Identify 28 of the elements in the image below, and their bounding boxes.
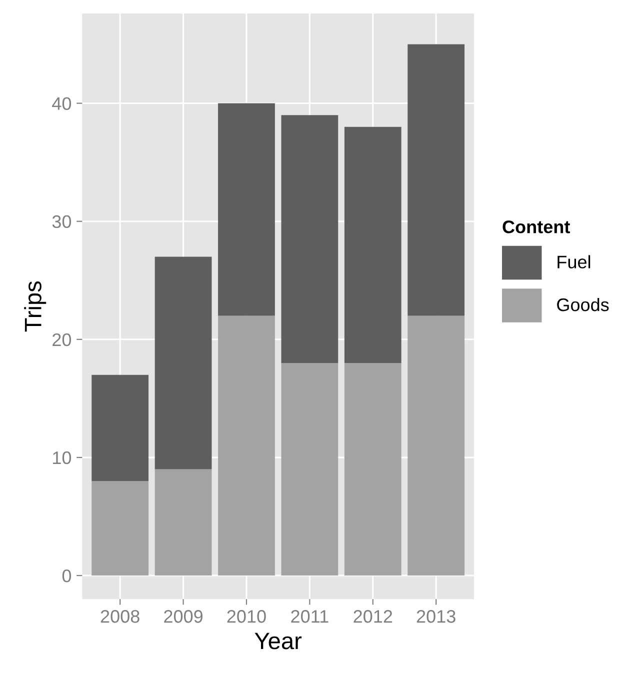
- bar: [92, 481, 149, 576]
- y-tick-label: 20: [52, 333, 72, 346]
- y-tick-label: 30: [52, 215, 72, 228]
- y-axis-title: Trips: [24, 281, 46, 332]
- bar: [218, 316, 275, 576]
- x-tick-label: 2013: [416, 610, 456, 623]
- x-tick-label: 2011: [291, 610, 328, 623]
- legend-label: Goods: [557, 298, 609, 312]
- x-tick-label: 2010: [227, 610, 266, 623]
- bar: [408, 44, 465, 316]
- bar: [344, 126, 402, 364]
- y-tick-label: 0: [62, 569, 72, 582]
- legend-title: Content: [502, 220, 570, 234]
- x-tick-label: 2008: [100, 610, 140, 623]
- bar: [92, 374, 149, 482]
- y-tick-label: 40: [52, 97, 72, 110]
- x-tick-label: 2009: [164, 610, 203, 623]
- bar: [408, 316, 465, 576]
- legend-label: Fuel: [558, 255, 590, 268]
- x-axis-title: Year: [254, 632, 302, 650]
- bar: [154, 469, 212, 576]
- bar: [281, 363, 338, 576]
- bar: [281, 115, 338, 364]
- x-tick-label: 2012: [354, 610, 392, 623]
- bar: [344, 363, 402, 576]
- y-tick-label: 10: [53, 451, 72, 464]
- bar: [154, 256, 212, 470]
- bar: [218, 103, 275, 316]
